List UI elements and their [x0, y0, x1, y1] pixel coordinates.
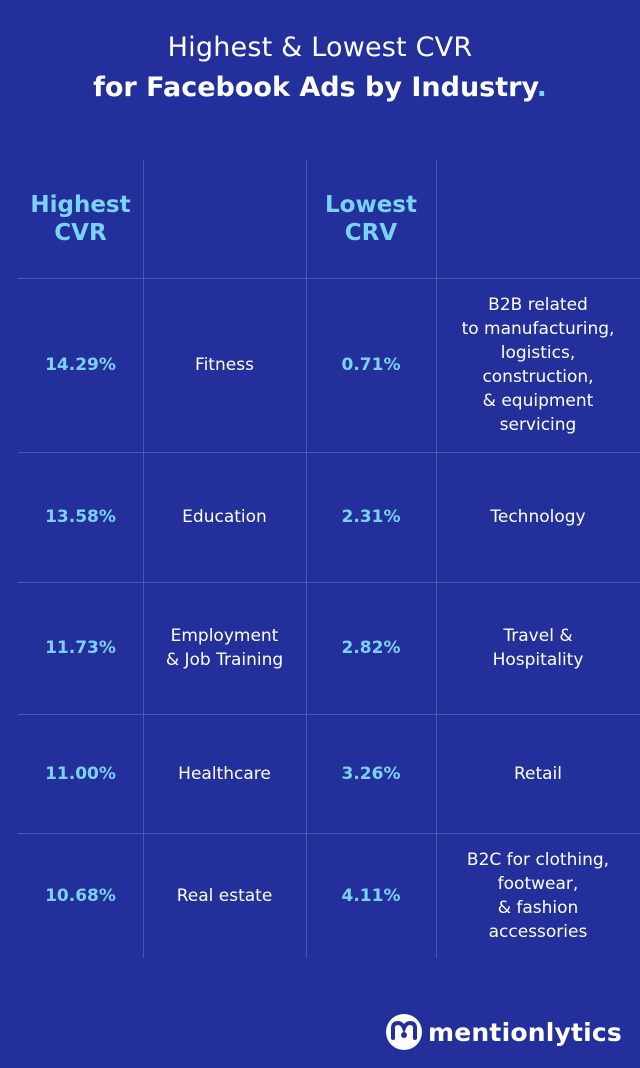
lowest-crv-value: 2.82% [341, 638, 401, 658]
column-divider [143, 160, 144, 958]
row-divider [18, 452, 640, 453]
lowest-crv-industry: Retail [513, 763, 563, 784]
row-divider [18, 833, 640, 834]
lowest-crv-industry: Technology [490, 507, 586, 527]
highest-cvr-value: 14.29% [45, 355, 116, 375]
lowest-crv-value: 0.71% [341, 355, 401, 375]
title-dot: . [536, 72, 547, 103]
mentionlytics-logo-icon [386, 1014, 423, 1050]
lowest-crv-value: 3.26% [341, 763, 401, 784]
lowest-crv-industry: B2B related to manufacturing, logistics,… [461, 295, 615, 435]
lowest-crv-value: 4.11% [341, 885, 401, 906]
row-divider [18, 714, 640, 715]
lowest-crv-industry: B2C for clothing, footwear, & fashion ac… [466, 849, 610, 942]
brand-name: mentionlytics [428, 1017, 622, 1047]
highest-cvr-industry: Fitness [195, 355, 254, 375]
highest-cvr-value: 11.00% [45, 763, 116, 784]
lowest-crv-industry: Travel & Hospitality [492, 626, 584, 670]
column-divider [306, 160, 307, 958]
header-highest-cvr: Highest CVR [30, 192, 131, 246]
highest-cvr-industry: Education [182, 507, 267, 527]
row-divider [18, 582, 640, 583]
row-divider [18, 278, 640, 279]
title-line-1: Highest & Lowest CVR [167, 32, 473, 63]
highest-cvr-value: 13.58% [45, 507, 116, 527]
highest-cvr-value: 11.73% [45, 638, 116, 658]
highest-cvr-industry: Healthcare [178, 763, 271, 784]
title-line-2-text: for Facebook Ads by Industry [93, 72, 537, 103]
chart-title: Highest & Lowest CVR for Facebook Ads by… [0, 30, 640, 108]
column-divider [436, 160, 437, 958]
mentionlytics-logo: mentionlytics [386, 1014, 622, 1050]
highest-cvr-industry: Employment & Job Training [165, 626, 284, 670]
title-line-2: for Facebook Ads by Industry. [0, 68, 640, 108]
highest-cvr-industry: Real estate [176, 885, 273, 906]
highest-cvr-value: 10.68% [45, 885, 116, 906]
lowest-crv-value: 2.31% [341, 507, 401, 527]
header-lowest-crv: Lowest CRV [325, 192, 417, 246]
